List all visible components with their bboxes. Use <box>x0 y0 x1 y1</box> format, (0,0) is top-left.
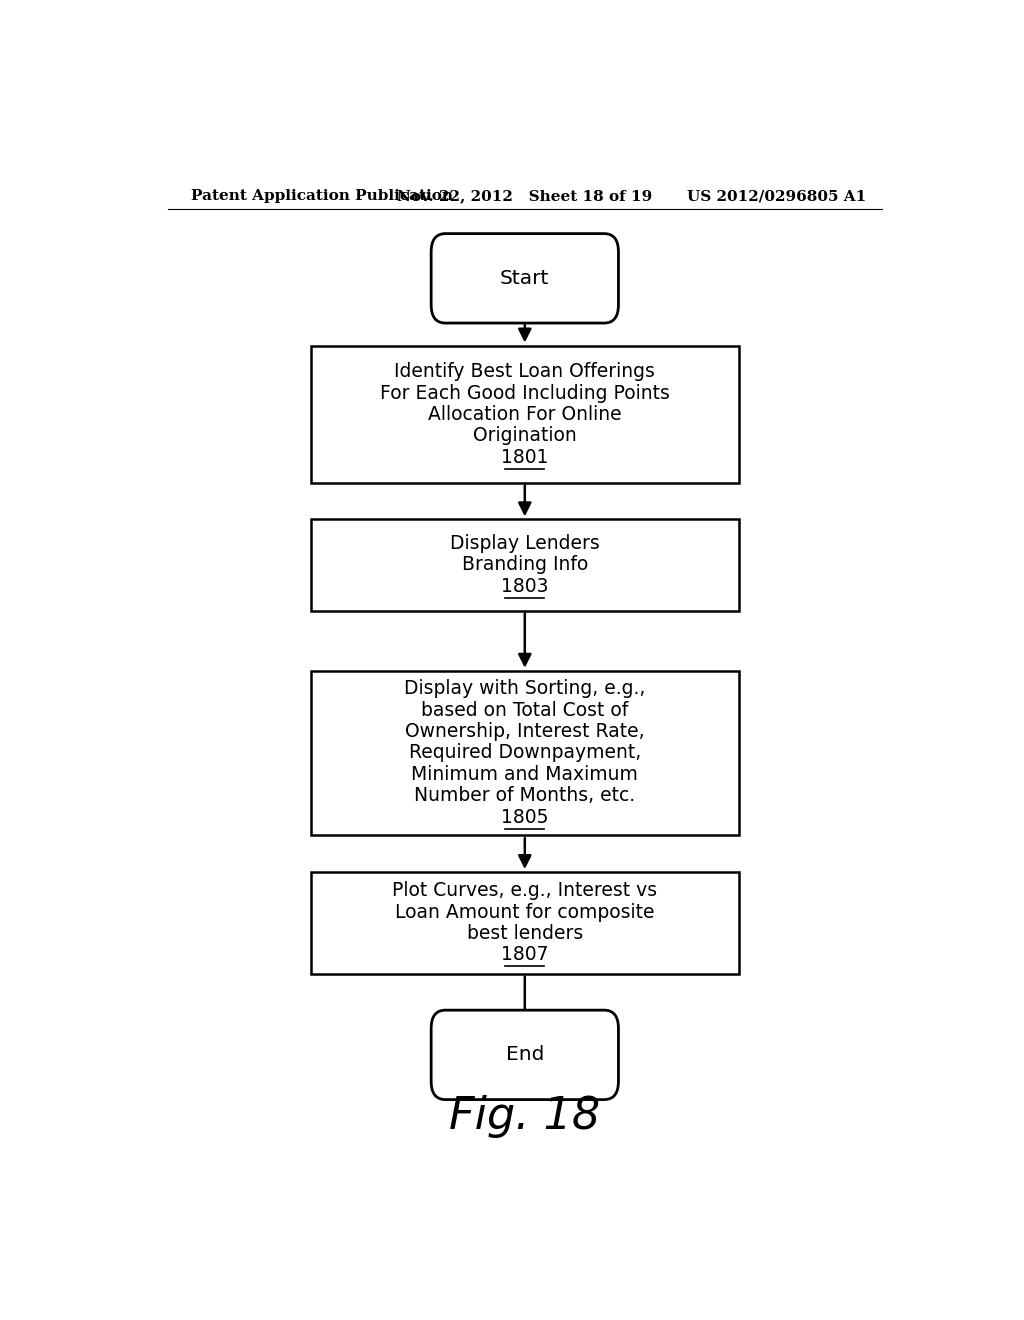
FancyBboxPatch shape <box>310 519 739 611</box>
Text: Plot Curves, e.g., Interest vs: Plot Curves, e.g., Interest vs <box>392 882 657 900</box>
FancyBboxPatch shape <box>431 1010 618 1100</box>
Text: US 2012/0296805 A1: US 2012/0296805 A1 <box>687 189 866 203</box>
FancyBboxPatch shape <box>310 873 739 974</box>
Text: For Each Good Including Points: For Each Good Including Points <box>380 384 670 403</box>
Text: Origination: Origination <box>473 426 577 445</box>
FancyBboxPatch shape <box>310 671 739 836</box>
Text: 1807: 1807 <box>501 945 549 964</box>
Text: Start: Start <box>500 269 550 288</box>
Text: Display Lenders: Display Lenders <box>450 535 600 553</box>
Text: Minimum and Maximum: Minimum and Maximum <box>412 764 638 784</box>
Text: Loan Amount for composite: Loan Amount for composite <box>395 903 654 921</box>
Text: Required Downpayment,: Required Downpayment, <box>409 743 641 763</box>
FancyBboxPatch shape <box>431 234 618 323</box>
Text: Branding Info: Branding Info <box>462 556 588 574</box>
Text: Number of Months, etc.: Number of Months, etc. <box>415 787 635 805</box>
Text: Allocation For Online: Allocation For Online <box>428 405 622 424</box>
Text: Display with Sorting, e.g.,: Display with Sorting, e.g., <box>404 680 645 698</box>
Text: Patent Application Publication: Patent Application Publication <box>191 189 454 203</box>
Text: Fig. 18: Fig. 18 <box>450 1096 600 1138</box>
Text: 1803: 1803 <box>501 577 549 595</box>
Text: End: End <box>506 1045 544 1064</box>
Text: 1801: 1801 <box>501 447 549 467</box>
Text: Identify Best Loan Offerings: Identify Best Loan Offerings <box>394 363 655 381</box>
Text: best lenders: best lenders <box>467 924 583 942</box>
Text: based on Total Cost of: based on Total Cost of <box>421 701 629 719</box>
FancyBboxPatch shape <box>310 346 739 483</box>
Text: Ownership, Interest Rate,: Ownership, Interest Rate, <box>404 722 645 741</box>
Text: 1805: 1805 <box>501 808 549 826</box>
Text: Nov. 22, 2012   Sheet 18 of 19: Nov. 22, 2012 Sheet 18 of 19 <box>397 189 652 203</box>
